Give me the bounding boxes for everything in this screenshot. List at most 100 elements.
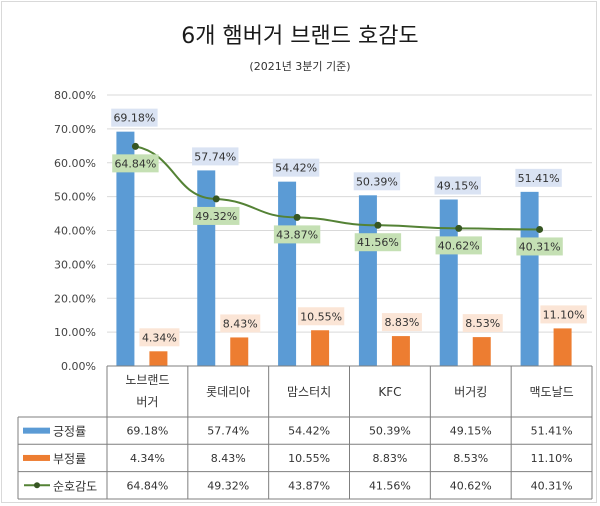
net-marker xyxy=(455,224,463,232)
label-net: 49.32% xyxy=(195,210,237,223)
label-negative: 8.53% xyxy=(465,317,500,330)
table-cell: 40.62% xyxy=(450,479,492,492)
bar-negative xyxy=(472,337,491,366)
bar-negative xyxy=(391,336,410,366)
label-net-bg xyxy=(516,237,563,256)
label-negative: 11.10% xyxy=(543,308,585,321)
y-tick-label: 50.00% xyxy=(54,191,96,204)
label-net: 41.56% xyxy=(357,236,399,249)
label-net-bg xyxy=(354,233,402,252)
label-negative-bg xyxy=(297,307,345,326)
label-negative-bg xyxy=(139,328,180,347)
label-positive-bg xyxy=(515,168,562,187)
label-positive-bg xyxy=(353,172,401,191)
label-net: 40.31% xyxy=(519,240,561,253)
category-label: 버거 xyxy=(136,395,158,409)
label-positive-bg xyxy=(272,158,320,177)
label-positive-bg xyxy=(434,176,481,195)
legend-swatch xyxy=(23,427,50,434)
y-tick-label: 60.00% xyxy=(54,157,96,170)
label-positive: 49.15% xyxy=(437,180,479,193)
net-line-path xyxy=(135,145,540,231)
label-net-bg xyxy=(435,236,482,255)
net-marker xyxy=(374,221,382,229)
category-label: 노브랜드 xyxy=(125,373,169,387)
table-cell: 51.41% xyxy=(531,425,573,438)
category-label: 롯데리아 xyxy=(206,385,250,399)
chart-subtitle: (2021년 3분기 기준) xyxy=(249,60,351,73)
label-negative-bg xyxy=(462,314,503,333)
table-cell: 4.34% xyxy=(130,452,165,465)
category-label: KFC xyxy=(378,385,401,399)
bar-positive xyxy=(278,181,297,366)
label-net: 64.84% xyxy=(114,157,156,170)
legend-marker-key xyxy=(34,482,40,489)
label-positive: 50.39% xyxy=(356,175,398,188)
y-tick-label: 20.00% xyxy=(54,292,96,305)
category-label: 맥도날드 xyxy=(529,385,573,399)
y-tick-label: 30.00% xyxy=(54,258,96,271)
table-cell: 54.42% xyxy=(288,425,330,438)
table-cell: 50.39% xyxy=(369,425,411,438)
bar-positive xyxy=(358,195,377,366)
table-cell: 41.56% xyxy=(369,479,411,492)
table-cell: 57.74% xyxy=(207,425,249,438)
label-negative: 4.34% xyxy=(142,331,177,344)
label-negative: 8.83% xyxy=(384,316,419,329)
bar-negative xyxy=(311,330,330,366)
label-net-bg xyxy=(193,206,240,225)
label-positive: 69.18% xyxy=(113,112,155,125)
legend-label: 부정률 xyxy=(53,452,86,466)
bars xyxy=(116,131,572,366)
category-label: 맘스터치 xyxy=(287,385,331,399)
net-marker xyxy=(212,195,220,203)
label-net-bg xyxy=(112,154,159,173)
table-cell: 10.55% xyxy=(288,452,330,465)
table-cell: 8.43% xyxy=(211,452,246,465)
data-labels: 69.18% 4.34% 64.84% 57.74% 8.43% 49.32% 54.42%… xyxy=(111,108,587,347)
label-negative: 8.43% xyxy=(223,317,258,330)
label-positive: 54.42% xyxy=(275,162,317,175)
y-tick-label: 10.00% xyxy=(54,326,96,339)
label-net: 40.62% xyxy=(438,239,480,252)
net-favorability-line xyxy=(131,142,544,233)
table-cell: 8.53% xyxy=(453,452,488,465)
net-marker xyxy=(293,213,301,221)
table-cell: 69.18% xyxy=(126,425,168,438)
bar-positive xyxy=(520,191,539,366)
label-positive-bg xyxy=(111,108,158,127)
y-tick-label: 40.00% xyxy=(54,225,96,238)
table-cell: 49.15% xyxy=(450,425,492,438)
legend-swatch xyxy=(23,454,50,461)
label-positive: 57.74% xyxy=(194,150,236,163)
bar-negative xyxy=(553,328,572,366)
y-tick-label: 80.00% xyxy=(54,89,96,102)
table-cell: 40.31% xyxy=(531,479,573,492)
category-label: 버거킹 xyxy=(454,385,487,399)
table-cell: 43.87% xyxy=(288,479,330,492)
label-negative-bg xyxy=(381,313,422,332)
label-negative: 10.55% xyxy=(300,310,342,323)
label-positive-bg xyxy=(192,147,239,166)
y-axis: 0.00% 10.00% 20.00% 30.00% 40.00% 50.00% 60.00… xyxy=(54,89,96,373)
label-net: 43.87% xyxy=(276,228,318,241)
chart-title: 6개 햄버거 브랜드 호감도 xyxy=(181,24,419,49)
bar-negative xyxy=(230,337,249,366)
gridlines xyxy=(107,94,592,333)
table-cell: 11.10% xyxy=(531,452,573,465)
label-negative-bg xyxy=(220,314,261,333)
legend-label: 긍정률 xyxy=(53,425,86,439)
bar-positive xyxy=(439,199,458,366)
net-marker xyxy=(536,225,544,233)
table-cell: 8.83% xyxy=(372,452,407,465)
y-tick-label: 0.00% xyxy=(61,360,96,373)
legend-label: 순호감도 xyxy=(53,479,97,493)
label-negative-bg xyxy=(540,305,587,324)
table-cell: 49.32% xyxy=(207,479,249,492)
label-net-bg xyxy=(273,225,321,244)
bar-positive xyxy=(116,131,135,366)
net-marker xyxy=(131,142,139,150)
